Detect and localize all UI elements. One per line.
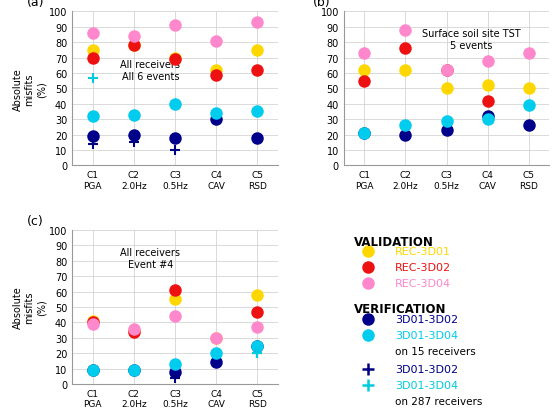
Text: (b): (b) bbox=[313, 0, 330, 9]
Text: 3D01-3D04: 3D01-3D04 bbox=[395, 380, 458, 390]
Text: 3D01-3D02: 3D01-3D02 bbox=[395, 314, 458, 324]
Text: on 287 receivers: on 287 receivers bbox=[395, 396, 482, 406]
Text: All receivers
Event #4: All receivers Event #4 bbox=[120, 247, 180, 269]
Text: REC-3D02: REC-3D02 bbox=[395, 262, 451, 272]
Text: on 15 receivers: on 15 receivers bbox=[395, 346, 476, 356]
Text: REC-3D01: REC-3D01 bbox=[395, 246, 451, 256]
Text: All receivers
All 6 events: All receivers All 6 events bbox=[120, 60, 180, 81]
Text: 3D01-3D02: 3D01-3D02 bbox=[395, 364, 458, 374]
Text: (a): (a) bbox=[27, 0, 44, 9]
Text: VALIDATION: VALIDATION bbox=[354, 235, 434, 248]
Y-axis label: Absolute
misfits
(%): Absolute misfits (%) bbox=[13, 68, 46, 111]
Text: REC-3D04: REC-3D04 bbox=[395, 278, 451, 288]
Text: 3D01-3D04: 3D01-3D04 bbox=[395, 330, 458, 340]
Text: (c): (c) bbox=[27, 214, 44, 227]
Text: VERIFICATION: VERIFICATION bbox=[354, 303, 447, 316]
Y-axis label: Absolute
misfits
(%): Absolute misfits (%) bbox=[13, 286, 46, 329]
Text: Surface soil site TST
5 events: Surface soil site TST 5 events bbox=[422, 29, 521, 51]
